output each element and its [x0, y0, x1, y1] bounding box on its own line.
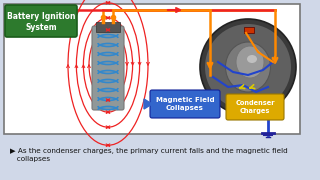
FancyBboxPatch shape	[4, 4, 300, 134]
Bar	[244, 27, 254, 33]
FancyBboxPatch shape	[150, 90, 220, 118]
Circle shape	[205, 24, 291, 110]
FancyBboxPatch shape	[92, 26, 124, 110]
Ellipse shape	[226, 42, 270, 92]
Circle shape	[200, 19, 296, 115]
Text: ▶ As the condenser charges, the primary current falls and the magnetic field
   : ▶ As the condenser charges, the primary …	[10, 148, 288, 163]
FancyBboxPatch shape	[226, 94, 284, 120]
Text: Magnetic Field
Collapses: Magnetic Field Collapses	[156, 97, 214, 111]
Ellipse shape	[236, 46, 264, 78]
Polygon shape	[144, 99, 152, 109]
Bar	[96, 22, 120, 32]
Text: Condenser
Charges: Condenser Charges	[235, 100, 275, 114]
FancyBboxPatch shape	[5, 5, 77, 37]
Ellipse shape	[247, 55, 257, 63]
Text: Battery Ignition
System: Battery Ignition System	[7, 12, 75, 32]
